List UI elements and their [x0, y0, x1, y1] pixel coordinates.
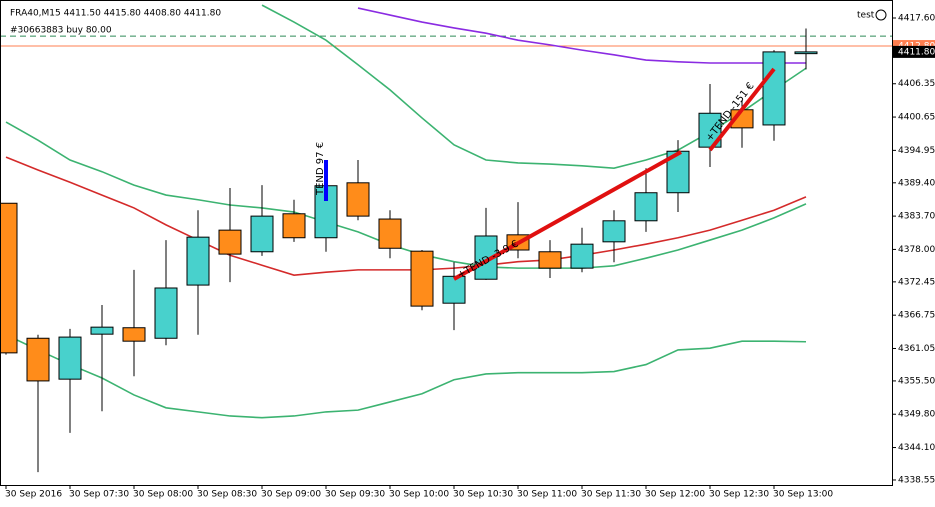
candle-body [474, 235, 498, 280]
x-tick-label: 30 Sep 11:00 [517, 490, 577, 500]
candle-body [538, 251, 562, 269]
indicator-line [5, 156, 807, 276]
candle-body [154, 287, 178, 339]
x-tick-label: 30 Sep 2016 [5, 490, 62, 500]
candle-body [378, 218, 402, 249]
x-tick-label: 30 Sep 07:30 [69, 490, 129, 500]
y-tick-label: 4344.10 [898, 443, 935, 453]
candle-body [762, 51, 786, 126]
y-tick-label: 4389.40 [898, 178, 935, 188]
candle-body [218, 229, 242, 255]
y-tick-label: 4406.35 [898, 79, 935, 89]
y-tick-label: 4417.60 [898, 13, 935, 23]
candle-body [442, 275, 466, 304]
x-tick-label: 30 Sep 11:30 [581, 490, 641, 500]
smiley-icon[interactable] [875, 9, 887, 21]
indicator-line [5, 334, 807, 419]
y-tick-label: 4372.45 [898, 277, 935, 287]
x-tick-label: 30 Sep 09:00 [261, 490, 321, 500]
x-tick-label: 30 Sep 08:30 [197, 490, 257, 500]
candle-body [634, 192, 658, 222]
plot-frame [0, 0, 893, 486]
indicator-line [357, 7, 806, 64]
candle-body [346, 182, 370, 217]
plot [0, 4, 892, 473]
y-tick-label: 4400.65 [898, 113, 935, 123]
corner-label: test [857, 11, 875, 21]
x-tick-label: 30 Sep 10:00 [389, 490, 449, 500]
y-tick-label: 4366.75 [898, 311, 935, 321]
x-tick-label: 30 Sep 13:00 [773, 490, 833, 500]
y-tick-label: 4394.95 [898, 146, 935, 156]
current-price-label: 4411.80 [898, 47, 935, 57]
y-tick-label: 4378.00 [898, 245, 935, 255]
candle-body [186, 236, 210, 286]
y-tick-label: 4338.55 [898, 475, 935, 485]
candle-body [410, 250, 434, 307]
candle-body [602, 220, 626, 243]
candle-body [250, 215, 274, 253]
candle-body [666, 150, 690, 194]
subtitle: #30663883 buy 80.00 [10, 26, 112, 36]
x-tick-label: 30 Sep 09:30 [325, 490, 385, 500]
x-tick-label: 30 Sep 12:00 [645, 490, 705, 500]
candle-body [122, 327, 146, 342]
candle-body [58, 336, 82, 380]
x-tick-label: 30 Sep 12:30 [709, 490, 769, 500]
candle-body [26, 337, 50, 382]
y-tick-label: 4355.50 [898, 376, 935, 386]
candle-body [0, 202, 18, 354]
y-tick-label: 4361.05 [898, 344, 935, 354]
trend-line [453, 150, 682, 281]
candle-body [570, 243, 594, 269]
y-tick-label: 4383.70 [898, 212, 935, 222]
annotation: TEND 97 € [315, 142, 326, 196]
trend-line [708, 67, 776, 152]
indicator-line [5, 121, 807, 269]
x-tick-label: 30 Sep 10:30 [453, 490, 513, 500]
x-tick-label: 30 Sep 08:00 [133, 490, 193, 500]
candle-body [90, 326, 114, 335]
current-price-bg [893, 45, 935, 58]
candle-body [794, 51, 818, 55]
candle-body [282, 213, 306, 239]
y-tick-label: 4349.80 [898, 410, 935, 420]
chart-title: FRA40,M15 4411.50 4415.80 4408.80 4411.8… [10, 9, 221, 19]
